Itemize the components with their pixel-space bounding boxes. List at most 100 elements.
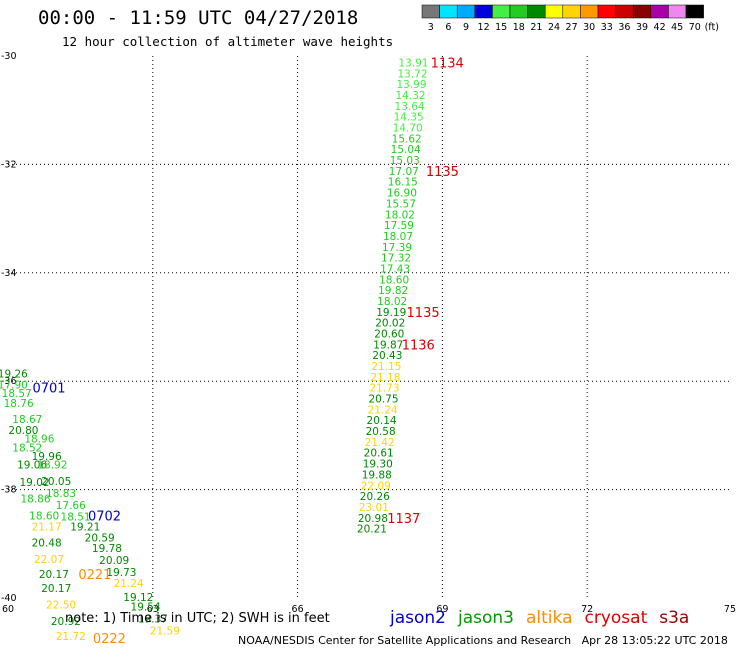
swh-value: 16.15 — [388, 177, 418, 189]
swh-value: 19.78 — [92, 543, 122, 555]
swh-value: 13.64 — [395, 101, 425, 113]
color-bin — [632, 4, 652, 19]
swh-value: 19.54 — [131, 602, 161, 614]
swh-value: 19.12 — [123, 592, 153, 604]
swh-value: 18.83 — [46, 488, 76, 500]
swh-value: 21.72 — [56, 631, 86, 643]
swh-value: 19.87 — [373, 339, 403, 351]
x-tick-label: 60 — [2, 604, 14, 615]
swh-value: 20.75 — [368, 394, 398, 406]
swh-value: 20.58 — [366, 426, 396, 438]
swh-value: 13.72 — [397, 68, 427, 80]
swh-value: 23.01 — [359, 502, 389, 514]
swh-value: 17.90 — [0, 379, 28, 391]
color-bin-label: 42 — [654, 22, 666, 33]
pass-label-altika: 0222 — [93, 632, 126, 647]
y-tick-label: -38 — [1, 485, 17, 496]
swh-value: 21.73 — [369, 383, 399, 395]
color-bin — [562, 4, 581, 19]
x-tick-label: 66 — [292, 604, 304, 615]
y-tick-label: -32 — [1, 159, 17, 170]
swh-value: 15.62 — [392, 133, 422, 145]
swh-value: 14.35 — [394, 112, 424, 124]
swh-value: 18.07 — [383, 231, 413, 243]
y-tick-label: -30 — [1, 51, 17, 62]
swh-value: 20.09 — [99, 555, 129, 567]
pass-labels: 1134 1135 1135 1136 1137 0701 0702 0221 0222 — [32, 57, 463, 648]
swh-value: 15.03 — [390, 155, 420, 167]
swh-value: 20.80 — [8, 425, 38, 437]
swh-value: 20.61 — [364, 448, 394, 460]
swh-value: 20.60 — [374, 329, 404, 341]
swh-values: 13.9113.7213.9914.3213.6414.3514.7015.62… — [0, 58, 428, 643]
swh-value: 18.76 — [4, 398, 34, 410]
y-tick-label: -34 — [1, 268, 17, 279]
swh-value: 21.15 — [371, 361, 401, 373]
swh-value: 20.21 — [357, 524, 387, 536]
color-bin — [580, 4, 599, 19]
color-bin-label: 24 — [548, 22, 560, 33]
swh-value: 18.86 — [20, 493, 50, 505]
pass-label-cryosat: 1135 — [407, 306, 440, 321]
axis-labels: 60 63 66 69 72 75 -30 -32 -34 -36 -38 -40 — [1, 51, 736, 615]
swh-value: 19.82 — [378, 285, 408, 297]
swh-value: 14.32 — [396, 90, 426, 102]
color-bin-label: 33 — [601, 22, 613, 33]
swh-value: 17.59 — [384, 220, 414, 232]
swh-value: 13.91 — [398, 58, 428, 70]
swh-value: 15.04 — [391, 144, 421, 156]
swh-value: 22.07 — [34, 554, 64, 566]
swh-value: 19.88 — [362, 469, 392, 481]
footer-note: note: 1) Time is in UTC; 2) SWH is in fe… — [65, 611, 330, 626]
color-bin-label: 15 — [495, 22, 507, 33]
chart-title: 00:00 - 11:59 UTC 04/27/2018 — [38, 7, 359, 29]
swh-value: 21.18 — [370, 372, 400, 384]
swh-value: 20.17 — [39, 569, 69, 581]
swh-value: 21.17 — [32, 521, 62, 533]
x-tick-label: 63 — [147, 604, 159, 615]
swh-value: 13.99 — [396, 79, 426, 91]
swh-value: 19.06 — [17, 460, 47, 472]
color-bin-label: 39 — [636, 22, 648, 33]
swh-value: 17.39 — [382, 242, 412, 254]
swh-value: 21.24 — [114, 578, 144, 590]
swh-value: 20.05 — [41, 476, 71, 488]
legend-jason3: jason3 — [458, 608, 514, 628]
swh-value: 18.67 — [12, 414, 42, 426]
color-bin — [439, 4, 458, 19]
pass-label-cryosat: 1136 — [402, 338, 435, 353]
color-bin-label: 6 — [445, 22, 451, 33]
swh-value: 18.60 — [379, 274, 409, 286]
swh-value: 19.37 — [138, 614, 168, 626]
color-bin-label: 27 — [566, 22, 578, 33]
legend-cryosat: cryosat — [584, 608, 648, 628]
swh-value: 14.70 — [393, 123, 423, 135]
swh-value: 21.24 — [368, 404, 398, 416]
swh-value: 20.14 — [367, 415, 397, 427]
legend-s3a: s3a — [659, 608, 690, 628]
pass-label-cryosat: 1137 — [387, 512, 420, 527]
swh-value: 17.43 — [380, 263, 410, 275]
color-bin — [597, 4, 616, 19]
y-tick-label: -36 — [1, 376, 17, 387]
color-bin — [615, 4, 634, 19]
swh-value: 19.02 — [20, 477, 50, 489]
color-bin — [685, 4, 704, 19]
swh-value: 20.43 — [372, 350, 402, 362]
swh-value: 18.52 — [12, 442, 42, 454]
color-scale-legend: 3 6 9 12 15 18 21 24 27 30 33 36 39 42 45 70 (ft) — [421, 4, 719, 33]
swh-value: 22.50 — [46, 600, 76, 612]
pass-label-cryosat: 1134 — [431, 57, 464, 72]
swh-value: 18.96 — [24, 434, 54, 446]
swh-value: 20.98 — [358, 513, 388, 525]
color-bin — [527, 4, 546, 19]
color-bin — [421, 4, 440, 19]
legend-altika: altika — [526, 608, 573, 628]
x-tick-label: 69 — [436, 604, 448, 615]
swh-value: 20.92 — [51, 616, 81, 628]
swh-value: 21.59 — [150, 626, 180, 638]
x-tick-label: 75 — [724, 604, 736, 615]
pass-label-jason2: 0701 — [32, 382, 65, 397]
swh-value: 20.17 — [41, 583, 71, 595]
